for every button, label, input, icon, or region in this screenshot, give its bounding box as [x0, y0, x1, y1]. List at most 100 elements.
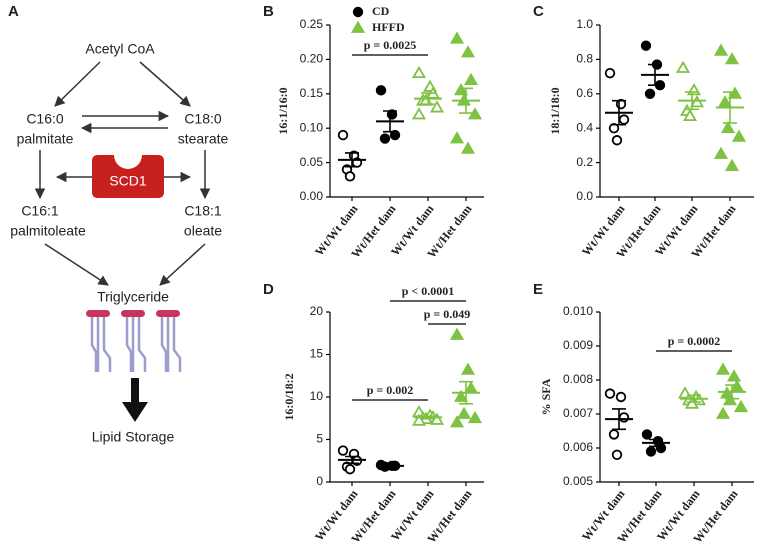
- lipid-head: [86, 310, 110, 317]
- data-point: [337, 445, 349, 456]
- y-tick-label: 0: [316, 474, 323, 488]
- pathway-diagram: Acetyl CoA C16:0 palmitate C18:0 stearat…: [10, 41, 228, 445]
- error-bar: [723, 91, 737, 124]
- y-tick-label: 0.4: [576, 120, 593, 134]
- y-tick-label: 0.10: [300, 120, 324, 134]
- data-point: [344, 171, 356, 182]
- panel-label: B: [263, 3, 274, 20]
- node: C18:0: [184, 111, 222, 127]
- data-point: [449, 415, 465, 428]
- legend-label: CD: [372, 4, 390, 18]
- data-point: [684, 396, 700, 409]
- error-bar: [345, 152, 359, 168]
- data-point: [727, 86, 743, 99]
- data-point: [463, 72, 479, 85]
- y-tick-label: 10: [310, 389, 324, 403]
- arrow: [159, 243, 206, 286]
- enzyme-shape: [92, 155, 164, 198]
- legend-marker: [352, 6, 364, 18]
- data-point: [449, 31, 465, 44]
- error-bar: [421, 415, 435, 420]
- y-axis-label: % SFA: [539, 378, 553, 415]
- y-tick-label: 0.05: [300, 155, 324, 169]
- panel-label: A: [8, 3, 19, 20]
- data-point: [640, 40, 652, 51]
- y-axis-label: 16:1/16:0: [276, 87, 290, 134]
- data-point: [411, 107, 427, 120]
- error-bar: [612, 408, 626, 431]
- node: palmitoleate: [10, 223, 86, 239]
- data-point: [608, 122, 620, 134]
- legend-label: HFFD: [372, 20, 405, 34]
- y-tick-label: 0.007: [563, 406, 593, 420]
- y-tick-label: 0.15: [300, 86, 324, 100]
- y-tick-label: 0.2: [576, 155, 593, 169]
- error-bar: [648, 63, 662, 86]
- data-point: [618, 412, 630, 423]
- y-tick-label: 0.008: [563, 372, 593, 386]
- panel-label: C: [533, 3, 544, 20]
- data-point: [344, 464, 356, 475]
- data-point: [611, 135, 623, 146]
- y-tick-label: 0.005: [563, 474, 593, 488]
- error-bar: [459, 87, 473, 114]
- data-point: [389, 129, 401, 141]
- data-point: [675, 60, 691, 73]
- node: Acetyl CoA: [85, 41, 155, 57]
- y-tick-label: 0.0: [576, 189, 593, 203]
- error-bar: [383, 464, 397, 468]
- data-point: [733, 399, 749, 413]
- error-bar: [421, 92, 435, 105]
- p-value: p = 0.0002: [668, 334, 721, 348]
- data-point: [429, 100, 445, 113]
- panel-label: E: [533, 281, 543, 298]
- data-point: [726, 369, 742, 382]
- node: C18:1: [184, 203, 222, 219]
- error-bar: [685, 91, 699, 111]
- data-point: [645, 446, 657, 457]
- data-point: [375, 85, 387, 96]
- data-point: [724, 52, 740, 65]
- data-point: [449, 131, 465, 144]
- big-arrow: [122, 378, 148, 422]
- enzyme-label: SCD1: [109, 173, 147, 189]
- error-bar: [649, 438, 663, 448]
- y-tick-label: 0.6: [576, 86, 593, 100]
- error-bar: [612, 99, 626, 126]
- data-point: [720, 120, 736, 134]
- y-axis-label: 16:0/18:2: [282, 373, 296, 420]
- node: C16:0: [26, 111, 64, 127]
- data-point: [379, 133, 391, 144]
- data-point: [717, 95, 733, 108]
- data-point: [411, 65, 427, 79]
- data-point: [460, 362, 476, 375]
- node: stearate: [178, 131, 229, 147]
- error-bar: [383, 110, 397, 133]
- data-point: [715, 362, 731, 375]
- p-value: p < 0.0001: [402, 284, 455, 298]
- data-point: [713, 43, 729, 56]
- error-bar: [459, 380, 473, 405]
- node: C16:1: [21, 203, 59, 219]
- data-point: [449, 327, 465, 340]
- data-point: [724, 158, 740, 171]
- y-tick-label: 1.0: [576, 17, 593, 31]
- node: oleate: [184, 223, 222, 239]
- node: palmitate: [17, 131, 74, 147]
- y-tick-label: 0.010: [563, 304, 593, 318]
- data-point: [641, 429, 653, 440]
- data-point: [615, 391, 627, 403]
- data-point: [608, 429, 620, 440]
- node: Lipid Storage: [92, 429, 175, 445]
- p-value: p = 0.002: [367, 383, 414, 397]
- lipid-head: [156, 310, 180, 317]
- y-tick-label: 0.8: [576, 52, 593, 66]
- y-tick-label: 15: [310, 347, 324, 361]
- data-point: [682, 108, 698, 122]
- data-point: [411, 413, 427, 426]
- data-point: [655, 442, 667, 454]
- data-point: [713, 146, 729, 159]
- y-tick-label: 0.20: [300, 52, 324, 66]
- data-point: [618, 114, 630, 125]
